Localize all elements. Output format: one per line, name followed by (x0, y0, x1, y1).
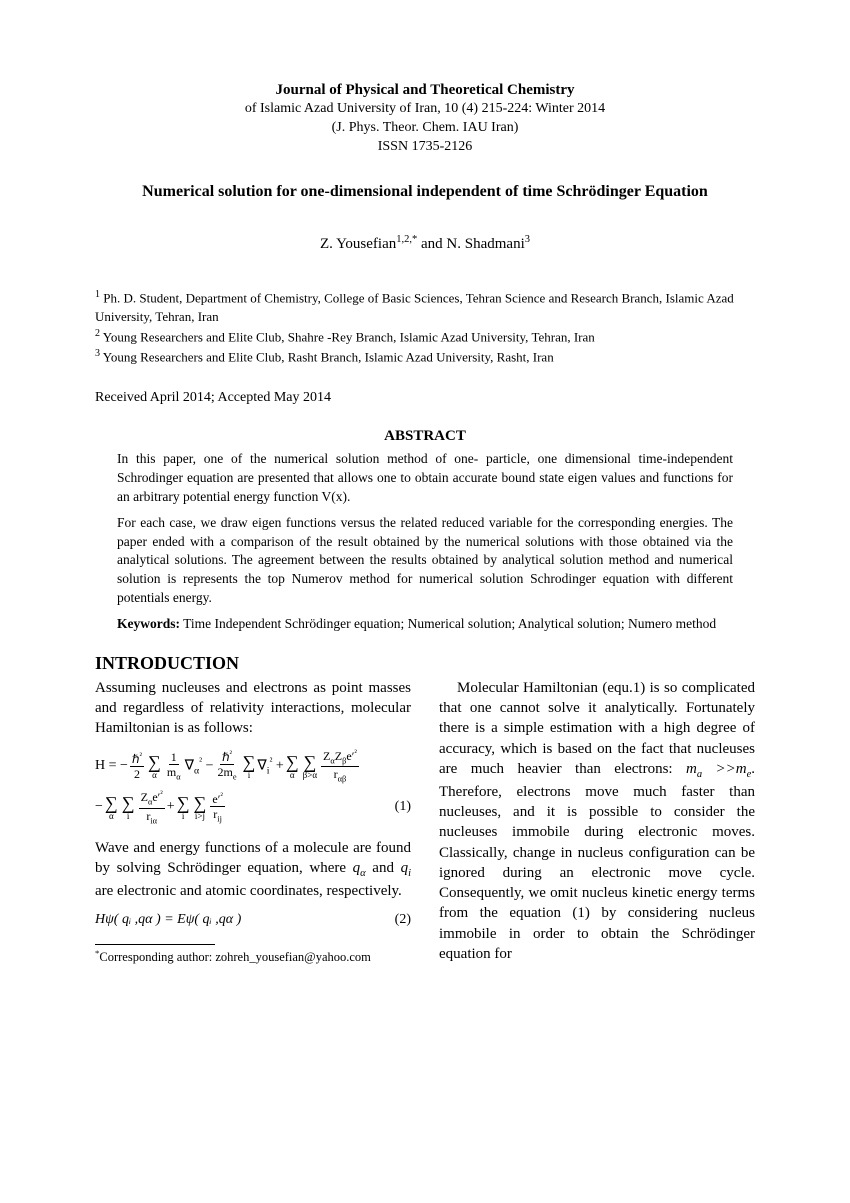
affiliation-1: 1 Ph. D. Student, Department of Chemistr… (95, 288, 755, 327)
equation-2: Hψ( qᵢ ,qα ) = Eψ( qᵢ ,qα ) (2) (95, 911, 411, 930)
right-column: Molecular Hamiltonian (equ.1) is so comp… (439, 678, 755, 974)
abstract-heading: ABSTRACT (95, 426, 755, 446)
equation-1: H = − ℏ²2 ∑α 1mα ∇α² − ℏ²2me ∑i ∇i² + ∑α… (95, 749, 411, 826)
abstract-p1: In this paper, one of the numerical solu… (117, 450, 733, 506)
received-accepted: Received April 2014; Accepted May 2014 (95, 389, 755, 408)
keywords-label: Keywords: (117, 616, 180, 631)
journal-volume: of Islamic Azad University of Iran, 10 (… (95, 100, 755, 119)
footnote: *Corresponding author: zohreh_yousefian@… (95, 948, 411, 966)
affiliation-2: 2 Young Researchers and Elite Club, Shah… (95, 327, 755, 347)
abstract-body: In this paper, one of the numerical solu… (95, 450, 755, 607)
footnote-text: Corresponding author: zohreh_yousefian@y… (99, 950, 371, 964)
author-2: N. Shadmani (446, 236, 524, 252)
left-column: Assuming nucleuses and electrons as poin… (95, 678, 411, 974)
journal-issn: ISSN 1735-2126 (95, 138, 755, 157)
and-text: and (417, 236, 446, 252)
intro-right-p1: Molecular Hamiltonian (equ.1) is so comp… (439, 678, 755, 964)
eq2-text: Hψ( qᵢ ,qα ) = Eψ( qᵢ ,qα ) (95, 911, 241, 930)
author-1-sup: 1,2,* (396, 234, 417, 245)
authors-line: Z. Yousefian1,2,* and N. Shadmani3 (95, 233, 755, 254)
author-2-sup: 3 (525, 234, 530, 245)
intro-left-p1: Assuming nucleuses and electrons as poin… (95, 678, 411, 739)
journal-name: Journal of Physical and Theoretical Chem… (95, 80, 755, 100)
affiliation-3: 3 Young Researchers and Elite Club, Rash… (95, 347, 755, 367)
author-1: Z. Yousefian (320, 236, 396, 252)
introduction-heading: INTRODUCTION (95, 651, 755, 675)
paper-title: Numerical solution for one-dimensional i… (95, 181, 755, 203)
intro-left-p2: Wave and energy functions of a molecule … (95, 838, 411, 902)
eq1-number: (1) (395, 798, 411, 817)
affiliations-block: 1 Ph. D. Student, Department of Chemistr… (95, 288, 755, 367)
abstract-p2: For each case, we draw eigen functions v… (117, 514, 733, 607)
eq2-number: (2) (395, 911, 411, 930)
footnote-rule (95, 944, 215, 945)
journal-abbrev: (J. Phys. Theor. Chem. IAU Iran) (95, 119, 755, 138)
keywords-text: Time Independent Schrödinger equation; N… (180, 616, 716, 631)
keywords-line: Keywords: Time Independent Schrödinger e… (95, 615, 755, 633)
two-column-body: Assuming nucleuses and electrons as poin… (95, 678, 755, 974)
journal-header: Journal of Physical and Theoretical Chem… (95, 80, 755, 157)
